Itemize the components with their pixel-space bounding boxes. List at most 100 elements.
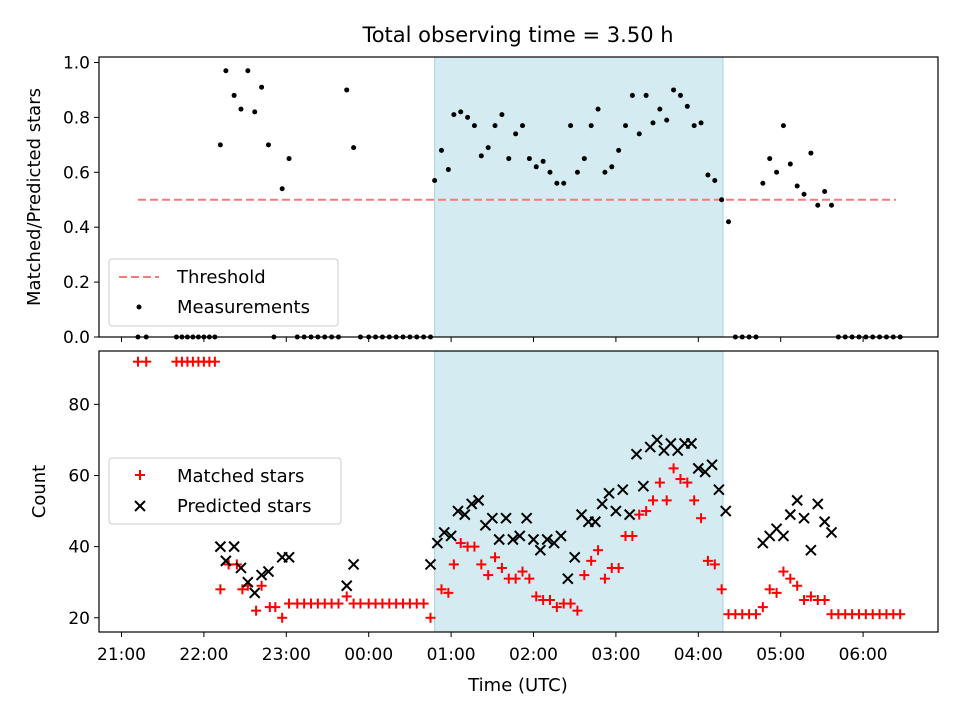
predicted-star-point — [214, 540, 227, 553]
measurement-point — [794, 183, 800, 189]
cross-stroke — [534, 544, 547, 556]
matched-star-point — [805, 591, 816, 602]
predicted-star-point — [596, 498, 608, 510]
measurement-point — [438, 147, 444, 153]
measurement-point — [719, 197, 725, 203]
cross-stroke — [514, 530, 526, 542]
matched-star-point — [661, 495, 672, 506]
matched-star-point — [778, 566, 789, 577]
cross-stroke — [770, 523, 783, 535]
x-tick-label: 23:00 — [262, 645, 311, 665]
matched-star-point — [654, 477, 665, 488]
cross-stroke — [493, 533, 505, 546]
predicted-star-point — [262, 565, 275, 578]
x-tick-label: 05:00 — [756, 645, 805, 665]
measurement-point — [499, 112, 505, 118]
measurement-point — [445, 167, 451, 173]
y-tick-label: 60 — [68, 466, 90, 486]
x-tick-label: 02:00 — [509, 645, 558, 665]
cross-stroke — [520, 512, 533, 524]
predicted-star-point — [637, 480, 650, 492]
matched-star-point — [448, 559, 459, 570]
legend-predicted-swatch — [134, 500, 146, 512]
predicted-star-point — [562, 572, 574, 585]
predicted-star-point — [651, 434, 663, 446]
measurement-point — [808, 150, 814, 156]
matched-star-point — [256, 580, 267, 591]
predicted-star-point — [706, 459, 718, 471]
matched-star-point — [496, 562, 507, 573]
predicted-star-point — [784, 508, 797, 521]
measurement-point — [623, 123, 629, 129]
measurement-point — [265, 142, 271, 148]
cross-stroke — [249, 587, 261, 599]
predicted-star-point — [255, 569, 268, 581]
cross-stroke — [341, 580, 353, 592]
cross-stroke — [623, 508, 636, 521]
measurement-point — [829, 202, 835, 208]
predicted-star-point — [249, 587, 261, 599]
predicted-star-point — [465, 498, 478, 510]
cross-stroke — [555, 530, 567, 542]
measurement-point — [547, 169, 553, 175]
measurement-point — [664, 117, 670, 123]
matched-star-point — [209, 356, 220, 367]
matched-star-points — [132, 356, 906, 623]
matched-star-point — [675, 474, 686, 485]
x-tick-label: 01:00 — [427, 645, 476, 665]
cross-stroke — [568, 551, 581, 564]
predicted-star-point — [445, 530, 457, 542]
predicted-star-point — [825, 526, 838, 539]
predicted-star-point — [534, 544, 547, 556]
matched-star-point — [455, 538, 466, 549]
cross-stroke — [706, 459, 718, 471]
matched-star-point — [251, 605, 262, 616]
measurement-point — [540, 158, 546, 164]
measurement-point — [712, 178, 718, 184]
measurement-point — [643, 92, 649, 98]
matched-star-point — [702, 555, 713, 566]
predicted-star-point — [514, 530, 526, 542]
legend-predicted-label: Predicted stars — [177, 496, 311, 517]
matched-star-point — [785, 573, 796, 584]
bottom-x-ticks: 21:00 22:00 23:00 00:00 01:00 02:00 03:00 04:00… — [97, 632, 888, 665]
measurement-point — [616, 147, 622, 153]
matched-star-point — [579, 570, 590, 581]
predicted-star-point — [555, 530, 567, 542]
matched-star-point — [215, 584, 226, 595]
measurement-point — [568, 123, 574, 129]
cross-stroke — [798, 512, 810, 524]
matched-star-point — [682, 477, 693, 488]
measurement-point — [471, 123, 477, 129]
measurement-point — [259, 84, 265, 90]
matched-star-point — [792, 580, 803, 591]
measurement-point — [465, 114, 471, 120]
predicted-star-point — [630, 448, 643, 460]
measurement-point — [698, 120, 704, 126]
measurement-point — [217, 142, 223, 148]
bottom-plot-frame — [98, 350, 939, 633]
cross-stroke — [242, 576, 254, 588]
measurement-point — [691, 123, 697, 129]
predicted-star-point — [520, 512, 533, 524]
matched-star-point — [647, 495, 658, 506]
matched-star-point — [627, 530, 638, 541]
measurement-point — [801, 191, 807, 197]
matched-star-point — [425, 612, 436, 623]
predicted-star-point — [603, 487, 615, 499]
measurement-point — [595, 106, 601, 112]
cross-stroke — [825, 526, 838, 539]
x-axis-label: Time (UTC) — [467, 675, 568, 696]
x-tick-label: 22:00 — [179, 645, 228, 665]
measurement-point — [245, 68, 251, 74]
predicted-star-point — [589, 516, 602, 528]
measurement-point — [774, 169, 780, 175]
legend-plus-marker — [135, 470, 145, 480]
cross-stroke — [459, 508, 471, 521]
matched-star-point — [544, 594, 555, 605]
measurement-point — [554, 180, 560, 186]
cross-stroke — [347, 558, 360, 571]
cross-stroke — [637, 480, 650, 492]
cross-stroke — [692, 462, 705, 475]
cross-stroke — [541, 533, 553, 546]
